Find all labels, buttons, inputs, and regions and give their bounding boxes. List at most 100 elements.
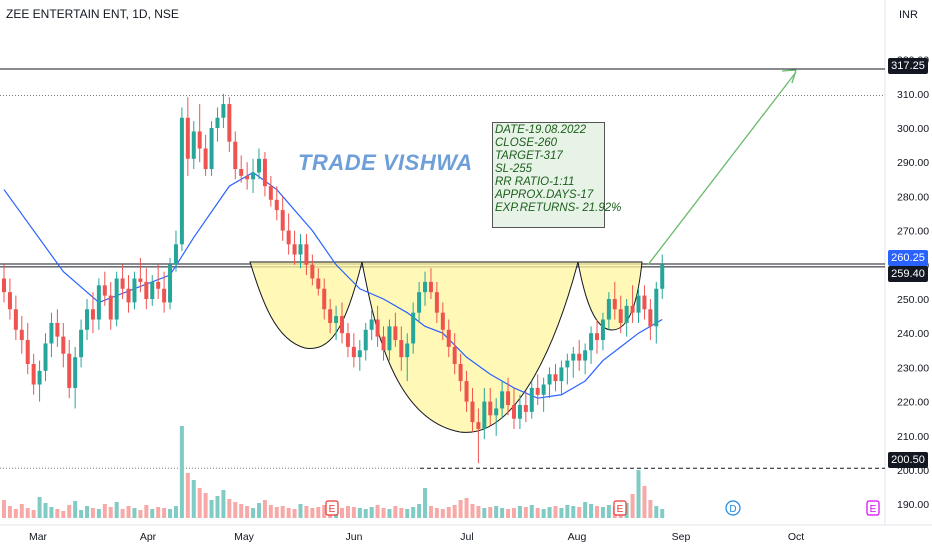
volume-bar (470, 504, 475, 518)
candle-body (280, 210, 285, 231)
candle-body (553, 374, 558, 382)
candle-body (630, 305, 635, 313)
moving-average-line (3, 171, 663, 399)
y-tick-label: 220.00 (897, 397, 929, 409)
candle-body (31, 363, 36, 385)
volume-bar (399, 508, 404, 518)
volume-bar (363, 509, 368, 518)
candle-body (636, 295, 641, 313)
candle-body (446, 329, 451, 347)
y-tick-label: 190.00 (897, 499, 929, 511)
volume-bar (595, 506, 599, 518)
volume-bar (340, 508, 345, 518)
volume-bar (298, 504, 303, 518)
volume-bar (37, 497, 42, 518)
volume-bar (648, 500, 653, 518)
candle-body (173, 244, 178, 265)
candle-body (73, 357, 78, 388)
volume-bar (476, 506, 481, 518)
volume-bar (529, 505, 534, 518)
candle-body (654, 288, 659, 327)
candle-body (660, 264, 665, 289)
candle-body (2, 278, 6, 293)
volume-bar (90, 508, 95, 518)
volume-bar (488, 507, 493, 518)
candle-body (547, 374, 552, 385)
candle-body (292, 244, 297, 255)
candle-body (268, 186, 273, 200)
volume-bar (179, 426, 184, 518)
volume-bar (654, 506, 659, 518)
event-marker-label: E (870, 504, 877, 515)
volume-bar (511, 508, 516, 518)
low-price-tag: 200.50 (888, 452, 928, 468)
note-sl: SL-255 (495, 163, 533, 175)
volume-bar (642, 486, 647, 518)
volume-bar (387, 509, 392, 518)
note-days: APPROX.DAYS-17 (495, 189, 594, 201)
volume-bar (310, 508, 315, 518)
candle-body (393, 326, 398, 341)
candle-body (197, 131, 202, 149)
target-arrow-line (647, 71, 797, 266)
candle-body (227, 104, 232, 142)
volume-bar (144, 505, 149, 518)
volume-bar (197, 488, 202, 518)
prev-close-tag: 259.40 (888, 266, 928, 282)
volume-bar (43, 503, 48, 518)
candle-body (340, 316, 345, 334)
candle-body (648, 309, 653, 327)
candle-body (114, 278, 119, 320)
candle-body (351, 346, 356, 358)
x-tick-label: Sep (672, 531, 691, 543)
candle-body (120, 278, 125, 289)
volume-bar (138, 510, 143, 518)
candle-body (470, 401, 475, 423)
volume-bar (114, 502, 119, 518)
volume-bar (304, 506, 309, 518)
volume-bar (168, 509, 173, 518)
volume-bar (132, 508, 137, 518)
volume-bar (120, 509, 125, 518)
candle-body (162, 288, 167, 303)
note-date: DATE-19.08.2022 (495, 124, 587, 136)
candle-body (144, 281, 149, 299)
volume-bar (369, 507, 374, 518)
candle-body (399, 340, 404, 358)
candle-body (428, 281, 433, 293)
volume-bar (322, 505, 327, 518)
y-tick-label: 290.00 (897, 157, 929, 169)
candle-body (381, 336, 386, 351)
x-tick-label: Apr (140, 531, 157, 543)
volume-bar (67, 505, 72, 518)
candle-body (328, 309, 333, 323)
volume-bar (351, 507, 356, 518)
candle-body (417, 292, 422, 313)
note-rr: RR RATIO-1:11 (495, 176, 575, 188)
volume-bar (458, 500, 463, 518)
current-price-tag: 260.25 (888, 250, 928, 266)
x-tick-label: Jun (346, 531, 363, 543)
candle-body (90, 309, 95, 320)
note-target: TARGET-317 (495, 150, 563, 162)
candle-body (150, 281, 155, 299)
y-tick-label: 270.00 (897, 226, 929, 238)
volume-bar (630, 494, 635, 518)
candle-body (476, 422, 481, 429)
candle-body (405, 343, 410, 358)
symbol-title[interactable]: ZEE ENTERTAIN ENT, 1D, NSE (6, 7, 179, 21)
candle-body (606, 299, 611, 320)
candle-body (618, 309, 623, 323)
volume-bar (500, 508, 505, 518)
candle-body (375, 319, 380, 337)
candle-body (334, 316, 339, 323)
candle-body (565, 360, 570, 368)
candle-body (67, 353, 72, 388)
candle-body (458, 363, 463, 382)
volume-bar (535, 508, 540, 518)
candle-body (245, 175, 250, 180)
volume-bar (245, 506, 250, 518)
candle-body (464, 381, 469, 402)
